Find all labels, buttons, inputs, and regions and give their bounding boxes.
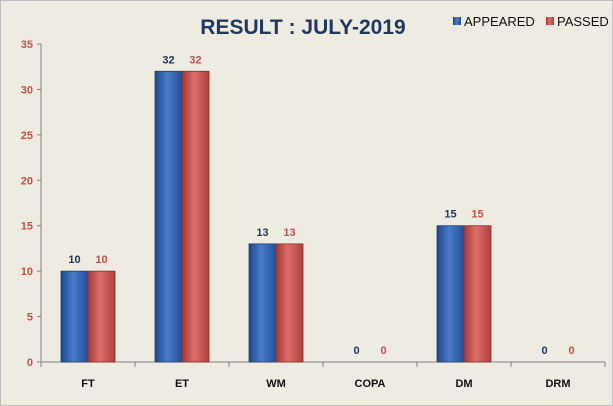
bar-appeared-dm (436, 225, 465, 363)
data-label-appeared-dm: 15 (444, 209, 456, 221)
bars (60, 70, 492, 363)
bar-appeared-wm (248, 243, 277, 363)
y-tick-label: 25 (21, 130, 33, 142)
bar-appeared-ft (60, 270, 89, 363)
data-label-appeared-wm: 13 (256, 227, 268, 239)
data-label-passed-wm: 13 (283, 227, 295, 239)
x-tick-label: COPA (355, 378, 386, 390)
bar-appeared-et (154, 70, 183, 363)
data-label-passed-drm: 0 (568, 345, 574, 357)
bar-passed-wm (275, 243, 304, 363)
x-tick-label: DM (455, 378, 472, 390)
data-label-passed-copa: 0 (380, 345, 386, 357)
y-tick-label: 35 (21, 39, 33, 51)
x-tick-label: WM (266, 378, 286, 390)
data-label-appeared-copa: 0 (353, 345, 359, 357)
chart-title: RESULT : JULY-2019 (200, 16, 405, 39)
legend: APPEARED PASSED (453, 14, 609, 29)
data-labels: 10 10 32 32 13 13 0 0 15 15 0 0 (68, 54, 574, 357)
data-label-passed-ft: 10 (95, 254, 107, 266)
bar-passed-et (181, 70, 210, 363)
y-tick-label: 30 (21, 84, 33, 96)
data-label-appeared-ft: 10 (68, 254, 80, 266)
legend-label-appeared: APPEARED (464, 14, 535, 29)
y-axis: 0 5 10 15 20 25 30 35 (21, 39, 42, 369)
y-tick-label: 15 (21, 221, 33, 233)
x-axis: FT ET WM COPA DM DRM (40, 361, 606, 390)
data-label-appeared-drm: 0 (541, 345, 547, 357)
y-tick-label: 0 (27, 357, 33, 369)
bar-passed-dm (463, 225, 492, 363)
data-label-passed-dm: 15 (471, 209, 483, 221)
y-tick-label: 10 (21, 266, 33, 278)
x-tick-label: ET (175, 378, 189, 390)
x-tick-label: FT (81, 378, 95, 390)
y-tick-label: 5 (27, 312, 33, 324)
legend-swatch-passed (546, 17, 554, 25)
bar-passed-ft (87, 270, 116, 363)
y-tick-label: 20 (21, 175, 33, 187)
legend-swatch-appeared (453, 17, 461, 25)
data-label-appeared-et: 32 (162, 54, 174, 66)
x-tick-label: DRM (545, 378, 570, 390)
legend-label-passed: PASSED (557, 14, 609, 29)
data-label-passed-et: 32 (189, 54, 201, 66)
